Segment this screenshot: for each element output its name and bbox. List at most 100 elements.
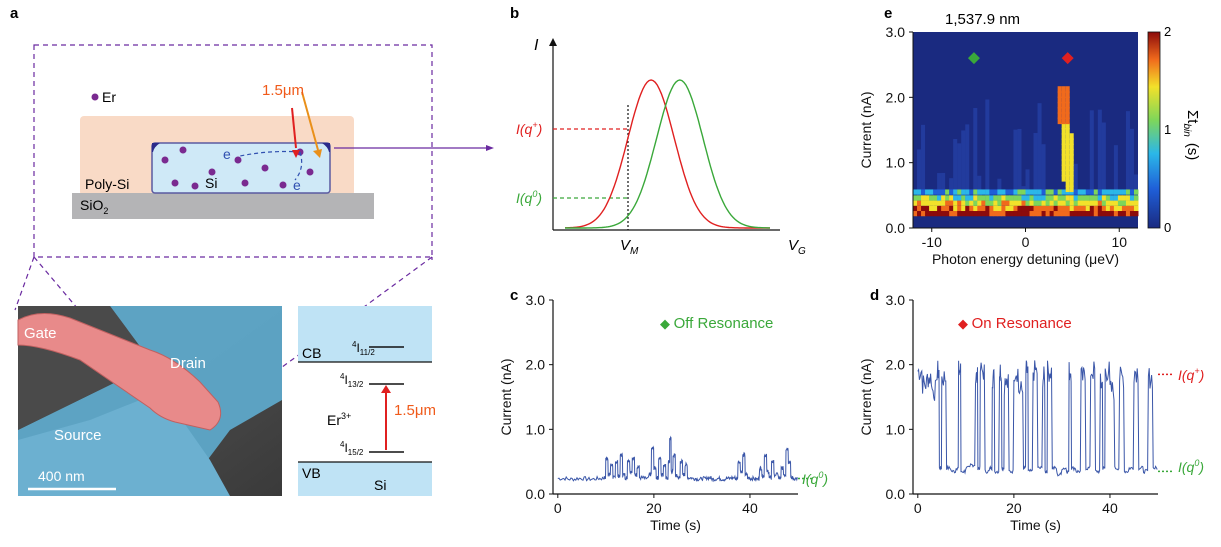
heatmap-resonance-cell [1061,96,1066,104]
wavelength-label: 1.5μm [262,82,304,99]
heatmap-cell [977,189,982,195]
b-x-label: VG [788,237,806,257]
heatmap-cell [957,211,962,217]
cbar-tick-2: 2 [1164,24,1171,39]
heatmap-cell [965,189,970,195]
heatmap-cell [977,200,982,206]
heatmap-cell [1029,200,1035,206]
heatmap-cell [1073,205,1079,212]
sio2-label: SiO2 [80,197,108,216]
heatmap-cell [1005,195,1010,201]
c-x-tick-label: 40 [742,500,758,516]
heatmap-cell [1105,211,1111,217]
heatmap-cell [1101,195,1107,201]
heatmap-cell [1009,195,1014,201]
b-y-arrow [549,38,557,46]
heatmap-cell [933,189,938,195]
heatmap-cell [961,205,966,212]
heatmap-cell [1025,189,1031,195]
heatmap-cell [1101,211,1107,217]
heatmap-cell [1069,195,1075,201]
heatmap-cell [1073,189,1079,195]
heatmap-streak [1017,128,1022,202]
heatmap-cells [913,86,1139,217]
heatmap-cell [917,189,922,195]
panel-a: a Er e e 1.5μm Poly-Si Si SiO [10,5,494,496]
heatmap-cell [953,205,958,212]
heatmap-cell [1049,195,1055,201]
heatmap-cell [977,205,982,212]
heatmap-cell [913,195,918,201]
heatmap-streak [953,139,958,202]
colorbar-label: Σtbin(s) [1181,110,1201,160]
si-label: Si [205,175,217,191]
heatmap-resonance-cell [1065,138,1070,146]
heatmap-cell [1037,195,1043,201]
heatmap-cell [913,200,918,206]
heatmap-resonance-cell [1061,164,1066,172]
heatmap-cell [917,195,922,201]
heatmap-cell [1081,211,1087,217]
heatmap-cell [993,189,998,195]
heatmap-cell [1125,200,1131,206]
heatmap-cell [1013,211,1018,217]
heatmap-streak [973,108,978,202]
e-y-tick-label: 2.0 [886,89,906,105]
gate-label: Gate [24,325,57,342]
heatmap-cell [1057,195,1063,201]
heatmap-cell [937,200,942,206]
heatmap-cell [1105,195,1111,201]
e-y-tick-label: 3.0 [886,24,906,40]
heatmap-resonance-cell [1061,91,1066,98]
heatmap-cell [1133,200,1139,206]
heatmap-resonance-cell [1061,122,1066,130]
heatmap-cell [1045,189,1051,195]
heatmap-cell [1105,205,1111,212]
heatmap-cell [1113,205,1119,212]
heatmap-cell [997,200,1002,206]
heatmap-cell [921,200,926,206]
heatmap-cell [973,195,978,201]
heatmap-cell [929,211,934,217]
panel-label-d: d [870,287,879,304]
heatmap-cell [1121,189,1127,195]
heatmap-resonance-cell [1061,154,1066,161]
d-trace-plus-label: I(q+) [1178,366,1204,383]
heatmap-cell [1109,200,1115,206]
sio2-substrate [72,193,374,219]
heatmap-resonance-cell [1061,107,1066,114]
heatmap-streak [1013,129,1018,202]
heatmap-resonance-cell [1069,133,1074,140]
d-y-label: Current (nA) [858,358,874,435]
heatmap-resonance-cell [1061,86,1066,93]
gate-electrode [17,313,222,431]
heatmap-cell [1105,200,1111,206]
heatmap-resonance-cell [1065,169,1070,177]
level-top-label: 4I11/2 [352,340,375,357]
heatmap-cell [961,200,966,206]
heatmap-cell [1117,211,1123,217]
heatmap-cell [1081,205,1087,212]
on-resonance-marker [1061,52,1074,65]
c-trace [557,435,798,483]
heatmap-cell [949,211,954,217]
heatmap-cell [949,200,954,206]
heatmap-streak [937,173,942,202]
heatmap-cell [933,205,938,212]
heatmap-cell [1013,189,1018,195]
heatmap-resonance-cell [1065,164,1070,172]
heatmap-cell [1061,205,1067,212]
heatmap-resonance-cell [1069,148,1074,156]
heatmap-cell [1029,205,1035,212]
heatmap-resonance-cell [1057,117,1062,125]
heatmap-cell [969,189,974,195]
heatmap-cell [1085,200,1091,206]
heatmap-cell [1033,200,1039,206]
heatmap-cell [997,205,1002,212]
heatmap-cell [993,200,998,206]
heatmap-resonance-cell [1061,112,1066,119]
heatmap-cell [933,200,938,206]
heatmap-streak [917,149,922,202]
heatmap-cell [933,211,938,217]
heatmap-cell [1033,205,1039,212]
